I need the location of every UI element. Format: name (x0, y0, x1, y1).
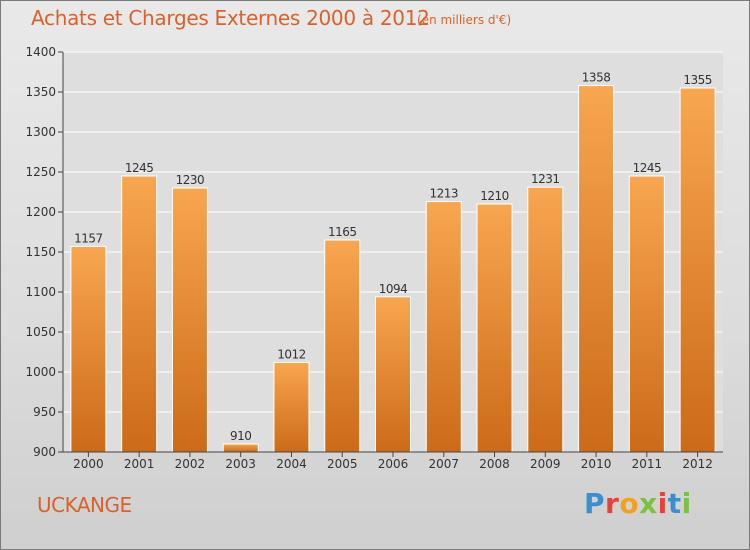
data-label: 1231 (531, 172, 560, 186)
y-tick-label: 1250 (25, 165, 56, 179)
logo-letter: t (667, 487, 682, 520)
logo-letter: r (605, 487, 620, 520)
bar-2011 (628, 175, 665, 453)
chart-subtitle: (en milliers d'€) (417, 13, 512, 27)
bar-2004 (273, 361, 310, 453)
x-tick-labels: 2000 2001 2002 2003 2004 2005 2006 2007 2008 2009… (73, 452, 713, 471)
x-tick-label: 2002 (175, 457, 206, 471)
x-tick-label: 2001 (124, 457, 155, 471)
data-label: 1210 (480, 189, 509, 203)
bar-2010 (578, 85, 615, 453)
y-tick-label: 1100 (25, 285, 56, 299)
chart-title: Achats et Charges Externes 2000 à 2012 (31, 6, 430, 30)
y-tick-label: 1350 (25, 85, 56, 99)
data-label: 1355 (683, 73, 712, 87)
bar-2000 (70, 245, 107, 453)
y-tick-label: 900 (33, 445, 56, 459)
data-label: 1165 (328, 225, 357, 239)
x-tick-label: 2004 (276, 457, 307, 471)
y-tick-label: 950 (33, 405, 56, 419)
y-tick-label: 1050 (25, 325, 56, 339)
logo-letter: P (584, 487, 606, 520)
data-labels: 1157 1245 1230 910 1012 1165 1094 1213 1210 1231 1… (74, 71, 712, 443)
proxiti-logo: Proxiti (584, 487, 692, 520)
data-label: 1157 (74, 231, 103, 245)
y-tick-label: 1200 (25, 205, 56, 219)
data-label: 1245 (633, 161, 662, 175)
x-tick-label: 2011 (632, 457, 663, 471)
logo-letter: i (657, 487, 668, 520)
x-tick-label: 2003 (225, 457, 256, 471)
bar-2006 (375, 296, 411, 453)
bar-2003 (222, 443, 259, 453)
data-label: 1358 (582, 71, 611, 85)
place-name: UCKANGE (37, 493, 132, 517)
x-tick-label: 2006 (378, 457, 409, 471)
y-tick-label: 1300 (25, 125, 56, 139)
data-label: 1213 (429, 187, 458, 201)
data-label: 1012 (277, 347, 306, 361)
bar-2009 (527, 186, 564, 453)
x-tick-label: 2009 (530, 457, 561, 471)
logo-letter: o (619, 487, 640, 520)
bar-2012 (679, 87, 716, 453)
y-tick-label: 1000 (25, 365, 56, 379)
x-tick-label: 2008 (479, 457, 510, 471)
data-label: 1245 (125, 161, 154, 175)
logo-letter: x (639, 487, 658, 520)
bar-2005 (324, 239, 361, 453)
y-tick-label: 1400 (25, 45, 56, 59)
data-label: 910 (230, 429, 251, 443)
x-tick-label: 2005 (327, 457, 358, 471)
bar-2008 (476, 203, 513, 453)
y-tick-label: 1150 (25, 245, 56, 259)
bar-2007 (425, 201, 462, 453)
x-tick-label: 2007 (428, 457, 459, 471)
bar-2001 (121, 175, 158, 453)
y-tick-labels: 900 950 1000 1050 1100 1150 1200 1250 1300 1350 14… (25, 45, 56, 459)
logo-letter: i (681, 487, 692, 520)
x-tick-label: 2012 (682, 457, 713, 471)
x-tick-label: 2010 (581, 457, 612, 471)
bar-2002 (171, 187, 208, 453)
data-label: 1094 (379, 282, 408, 296)
data-label: 1230 (176, 173, 205, 187)
x-tick-label: 2000 (73, 457, 104, 471)
